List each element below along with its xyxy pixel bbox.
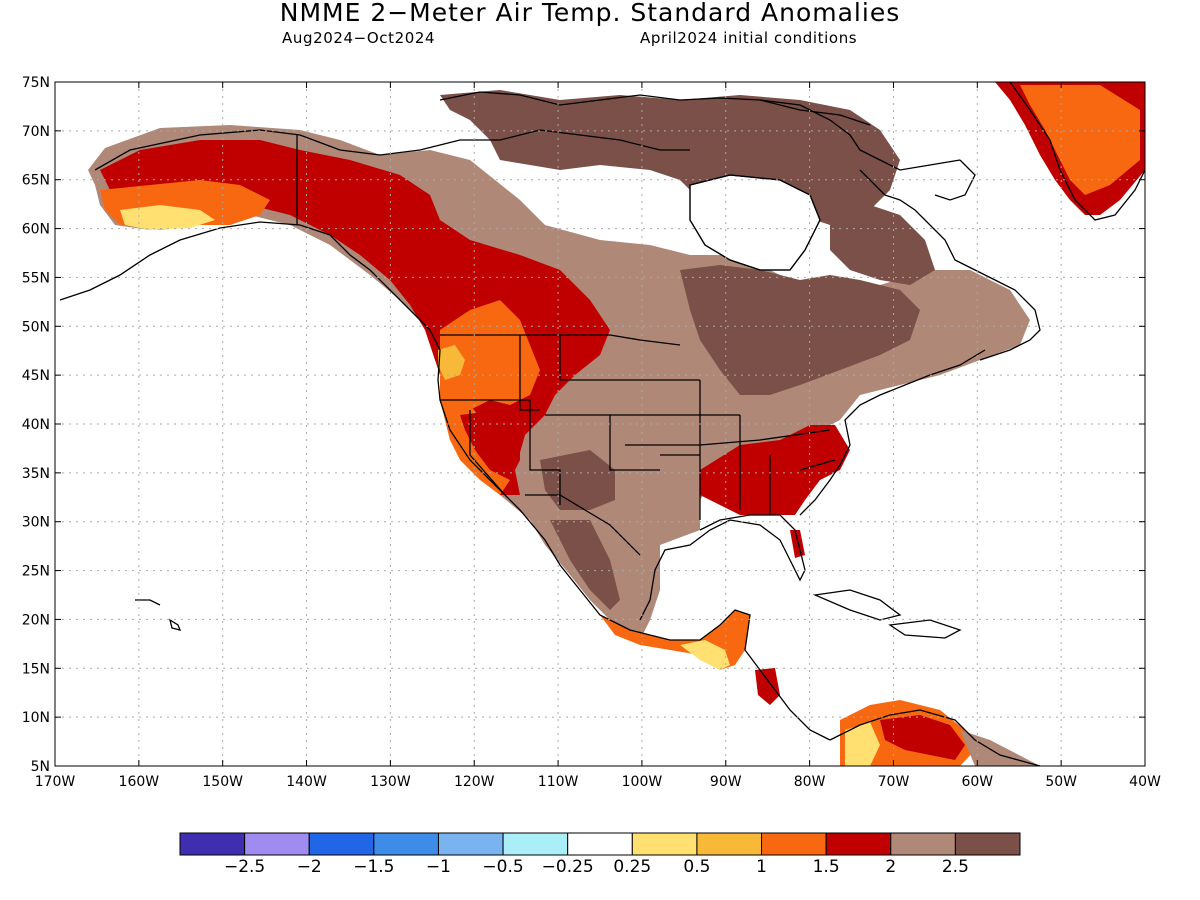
lat-tick-label: 10N — [22, 710, 50, 726]
colorbar-tick-label: 0.25 — [613, 857, 652, 877]
mexico-anomaly-region — [550, 520, 620, 610]
greenland-orange-region — [1020, 85, 1140, 195]
lat-tick-label: 5N — [31, 759, 50, 775]
map-title: NMME 2−Meter Air Temp. Standard Anomalie… — [279, 0, 901, 27]
colorbar-swatch — [954, 832, 1021, 856]
colorbar-tick-label: 2 — [885, 857, 897, 877]
southwest-alaska-yellow-region — [120, 205, 215, 230]
lon-tick-label: 160W — [119, 774, 160, 790]
south-america-red-region — [880, 715, 965, 760]
map-layers — [88, 82, 1145, 766]
lat-tick-label: 15N — [22, 661, 50, 677]
lon-tick-label: 110W — [538, 774, 579, 790]
west-canada-red-region — [100, 140, 610, 495]
lon-tick-label: 130W — [370, 774, 411, 790]
colorbar-tick-label: −1.5 — [353, 857, 395, 877]
forecast-period: Aug2024−Oct2024 — [282, 29, 436, 47]
coastlines — [59, 82, 1145, 766]
grid-lines — [55, 82, 1145, 766]
florida-red-region — [790, 530, 805, 558]
colorbar-swatch — [761, 832, 827, 856]
lon-tick-label: 170W — [35, 774, 76, 790]
colorbar-tick-label: −0.25 — [541, 857, 594, 877]
colorbar-swatch — [179, 832, 246, 856]
colorbar-tick-label: 1 — [756, 857, 767, 877]
lon-tick-label: 50W — [1045, 774, 1077, 790]
california-red-region — [460, 410, 520, 480]
pacific-northwest-orange-region — [440, 300, 540, 420]
colorbar-tick-label: −0.5 — [482, 857, 524, 877]
colorbar-swatch — [308, 832, 375, 856]
honduras-red-region — [755, 668, 780, 705]
south-america-light-region — [960, 730, 1040, 766]
lon-tick-label: 150W — [202, 774, 243, 790]
lat-tick-label: 45N — [22, 368, 50, 384]
lon-tick-label: 40W — [1129, 774, 1161, 790]
colorbar — [179, 832, 1021, 856]
colorbar-tick-label: −2.5 — [223, 857, 266, 877]
lat-tick-label: 50N — [22, 319, 50, 335]
colorbar-swatch — [567, 832, 633, 856]
axis-ticks: 5N 10N 15N 20N 25N 30N 35N 40N 45N 50N 55N 60N 65N 70… — [22, 75, 1161, 790]
political-borders — [296, 135, 836, 556]
lat-tick-label: 70N — [22, 124, 50, 140]
lon-tick-label: 120W — [454, 774, 495, 790]
colorbar-swatch — [373, 832, 439, 856]
colorbar-swatch — [825, 832, 892, 856]
lon-tick-label: 90W — [710, 774, 742, 790]
lat-tick-label: 20N — [22, 612, 50, 628]
colorbar-swatch — [696, 832, 763, 856]
southeast-red-region — [700, 425, 850, 515]
lon-tick-label: 80W — [794, 774, 826, 790]
lon-tick-label: 100W — [622, 774, 663, 790]
south-america-yellow-region — [845, 722, 880, 766]
eastern-canada-anomaly-region — [680, 265, 920, 395]
lon-tick-label: 60W — [961, 774, 993, 790]
central-america-yellow-region — [680, 640, 730, 670]
colorbar-tick-label: 2.5 — [941, 857, 969, 877]
lat-tick-label: 60N — [22, 222, 50, 238]
lat-tick-label: 30N — [22, 515, 50, 531]
colorbar-swatch — [631, 832, 698, 856]
colorbar-swatch — [244, 832, 310, 856]
lat-tick-label: 40N — [22, 417, 50, 433]
lon-tick-label: 70W — [878, 774, 910, 790]
lat-tick-label: 35N — [22, 466, 50, 482]
colorbar-swatch — [890, 832, 956, 856]
lat-tick-label: 25N — [22, 564, 50, 580]
oregon-yellow-region — [438, 345, 465, 380]
lat-tick-label: 55N — [22, 270, 50, 286]
lat-tick-label: 65N — [22, 173, 50, 189]
colorbar-tick-label: 0.5 — [683, 857, 711, 877]
initial-conditions: April2024 initial conditions — [640, 29, 858, 47]
colorbar-swatch — [437, 832, 504, 856]
lat-tick-label: 75N — [22, 75, 50, 91]
labrador-anomaly-region — [830, 205, 935, 285]
colorbar-tick-label: −2 — [296, 857, 322, 877]
colorbar-swatch — [502, 832, 569, 856]
colorbar-tick-label: 1.5 — [812, 857, 840, 877]
lon-tick-label: 140W — [286, 774, 327, 790]
colorbar-tick-label: −1 — [425, 857, 451, 877]
